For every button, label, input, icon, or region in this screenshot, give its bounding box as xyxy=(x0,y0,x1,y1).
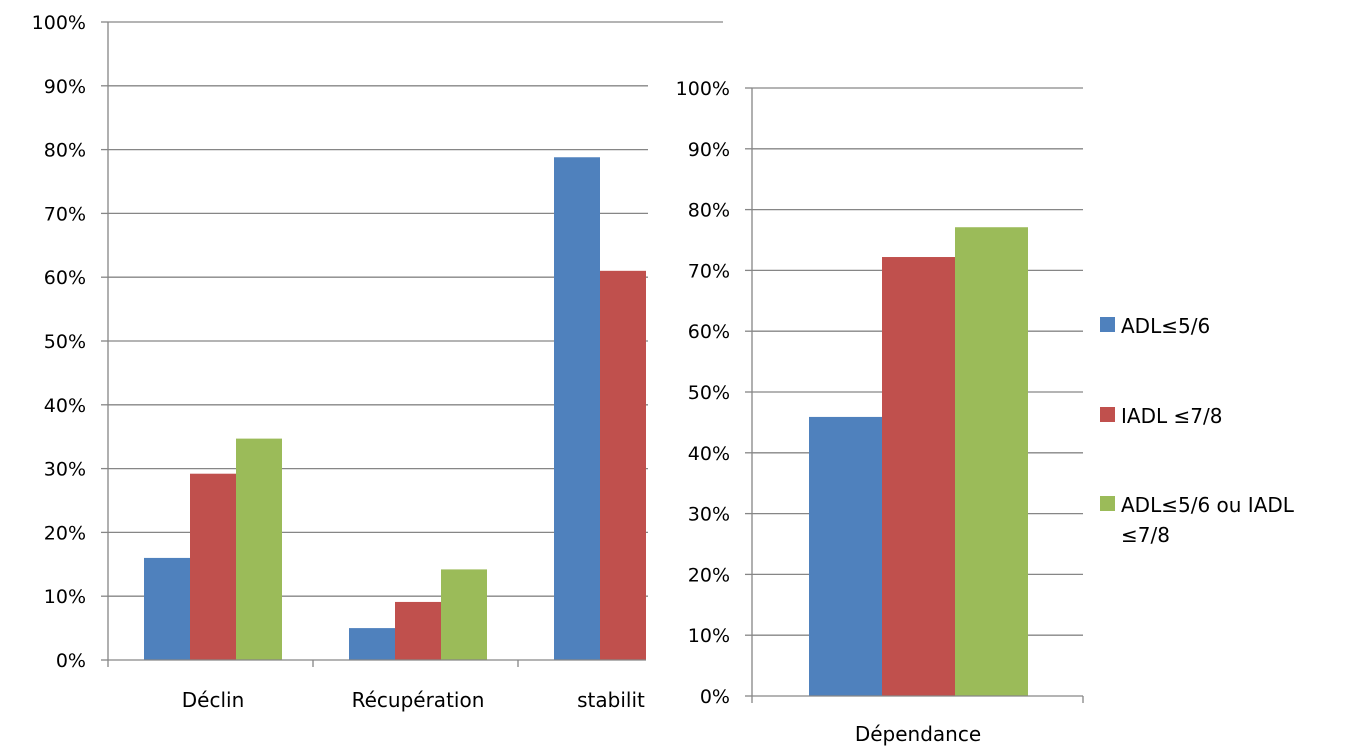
left-category-label: stabilit xyxy=(577,688,645,712)
right-chart: 0% 10% 20% 30% 40% 50% 60% 70% 80% 90% 100% Dépend… xyxy=(648,75,1370,748)
right-y-tick-label: 60% xyxy=(688,321,730,343)
left-chart-category-labels: Déclin Récupération stabilit xyxy=(182,688,645,712)
left-y-tick-label: 90% xyxy=(44,76,86,98)
right-y-tick-label: 80% xyxy=(688,200,730,222)
left-category-label: Déclin xyxy=(182,688,245,712)
left-bar xyxy=(441,569,487,660)
right-bar xyxy=(809,416,882,696)
right-y-tick-label: 90% xyxy=(688,139,730,161)
left-chart-axes xyxy=(101,21,646,667)
left-chart: 0% 10% 20% 30% 40% 50% 60% 70% 80% 90% 100% Déclin… xyxy=(32,12,723,712)
left-y-tick-label: 40% xyxy=(44,395,86,417)
right-y-tick-label: 10% xyxy=(688,625,730,647)
right-y-tick-label: 100% xyxy=(676,78,730,100)
left-chart-bars xyxy=(144,157,646,661)
right-y-tick-label: 20% xyxy=(688,564,730,586)
chart-legend: ADL≤5/6 IADL ≤7/8 ADL≤5/6 ou IADL ≤7/8 xyxy=(1100,314,1295,547)
legend-swatch xyxy=(1100,407,1115,422)
left-y-tick-label: 80% xyxy=(44,140,86,162)
legend-label-line2: ≤7/8 xyxy=(1121,523,1170,547)
left-bar xyxy=(600,270,646,660)
left-bar xyxy=(190,473,236,660)
left-chart-y-tick-labels: 0% 10% 20% 30% 40% 50% 60% 70% 80% 90% 100% xyxy=(32,12,86,672)
left-y-tick-label: 10% xyxy=(44,586,86,608)
right-y-tick-label: 70% xyxy=(688,260,730,282)
right-y-tick-label: 0% xyxy=(700,686,730,708)
left-y-tick-label: 50% xyxy=(44,331,86,353)
left-bar xyxy=(395,601,441,660)
right-chart-y-tick-labels: 0% 10% 20% 30% 40% 50% 60% 70% 80% 90% 100% xyxy=(676,78,730,708)
left-bar xyxy=(236,438,282,660)
left-bar xyxy=(554,157,600,661)
left-bar xyxy=(349,628,395,660)
left-y-tick-label: 70% xyxy=(44,203,86,225)
right-chart-axes xyxy=(745,87,1084,703)
left-bar xyxy=(144,557,190,660)
right-y-tick-label: 30% xyxy=(688,504,730,526)
left-y-tick-label: 20% xyxy=(44,522,86,544)
right-bar xyxy=(955,227,1028,696)
right-bar xyxy=(882,257,955,696)
right-chart-category-labels: Dépendance xyxy=(855,722,981,746)
legend-label: ADL≤5/6 ou IADL xyxy=(1121,493,1295,517)
left-y-tick-label: 0% xyxy=(56,650,86,672)
left-category-label: Récupération xyxy=(352,688,485,712)
right-chart-bars xyxy=(809,227,1028,696)
legend-swatch xyxy=(1100,496,1115,511)
right-y-tick-label: 50% xyxy=(688,382,730,404)
left-y-tick-label: 60% xyxy=(44,267,86,289)
left-y-tick-label: 100% xyxy=(32,12,86,34)
legend-label: ADL≤5/6 xyxy=(1121,314,1210,338)
legend-swatch xyxy=(1100,317,1115,332)
left-y-tick-label: 30% xyxy=(44,459,86,481)
legend-label: IADL ≤7/8 xyxy=(1121,404,1222,428)
right-y-tick-label: 40% xyxy=(688,443,730,465)
right-category-label: Dépendance xyxy=(855,722,981,746)
